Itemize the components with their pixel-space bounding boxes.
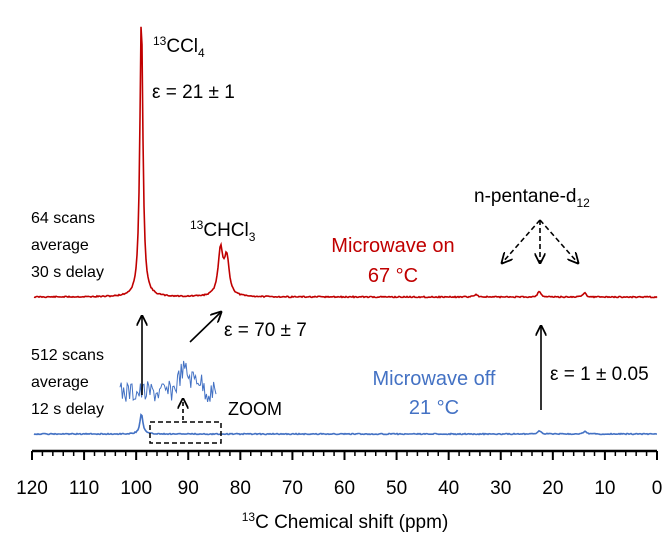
x-tick-label: 80 [230, 478, 251, 499]
x-tick-label: 20 [542, 478, 563, 499]
spectrum-trace-microwave-on [33, 26, 658, 299]
off-scans-line1: 512 scans [31, 347, 104, 364]
pentane-pointer-arrows [502, 219, 578, 263]
x-tick-label: 50 [386, 478, 407, 499]
x-tick-label: 0 [652, 478, 663, 499]
pentane-label-subscript: 12 [576, 196, 590, 210]
microwave-on-temperature: 67 °C [368, 265, 418, 287]
off-scans-line2: average [31, 374, 89, 391]
on-scans-line3: 30 s delay [31, 264, 104, 281]
microwave-off-temperature: 21 °C [409, 397, 459, 419]
x-axis-title: 13C Chemical shift (ppm) [242, 510, 449, 533]
x-tick-label: 70 [282, 478, 303, 499]
x-axis-title-text: C Chemical shift (ppm) [255, 512, 448, 533]
on-scans-line1: 64 scans [31, 210, 95, 227]
zoom-label: ZOOM [228, 399, 282, 419]
x-tick-label: 60 [334, 478, 355, 499]
x-tick-label: 110 [69, 478, 99, 499]
chcl3-label: 13CHCl3 [190, 218, 256, 244]
pentane-enhancement: ε = 1 ± 0.05 [550, 364, 649, 385]
ccl4-label-subscript: 4 [198, 46, 205, 60]
on-scans-line2: average [31, 237, 89, 254]
x-tick-label: 40 [438, 478, 459, 499]
x-tick-label: 30 [490, 478, 511, 499]
chcl3-label-formula: CHCl [203, 220, 248, 241]
spectrum-trace-zoom-inset [119, 360, 217, 402]
pentane-label-name: n-pentane-d [474, 186, 576, 207]
chcl3-enhancement-arrow [189, 312, 221, 343]
microwave-on-label: Microwave on [331, 235, 454, 257]
spectrum-trace-microwave-off [33, 413, 657, 436]
microwave-off-label: Microwave off [372, 368, 495, 390]
x-tick-label: 10 [594, 478, 615, 499]
ccl4-label-isotope: 13 [153, 34, 167, 48]
off-scans-line3: 12 s delay [31, 401, 104, 418]
x-tick-label: 100 [120, 478, 152, 499]
chcl3-label-subscript: 3 [249, 230, 256, 244]
chcl3-enhancement: ε = 70 ± 7 [224, 320, 307, 341]
x-axis-ticks: 120 110 100 90 80 70 60 50 40 30 20 10 0 [16, 451, 662, 499]
ccl4-enhancement: ε = 21 ± 1 [152, 82, 235, 103]
x-tick-label: 90 [178, 478, 199, 499]
chcl3-label-isotope: 13 [190, 218, 204, 232]
ccl4-label: 13CCl4 [153, 34, 205, 60]
zoom-region-box [149, 421, 222, 444]
x-tick-label: 120 [16, 478, 48, 499]
ccl4-label-formula: CCl [166, 36, 198, 57]
pentane-label: n-pentane-d12 [474, 186, 590, 210]
x-axis-title-isotope: 13 [242, 510, 256, 524]
